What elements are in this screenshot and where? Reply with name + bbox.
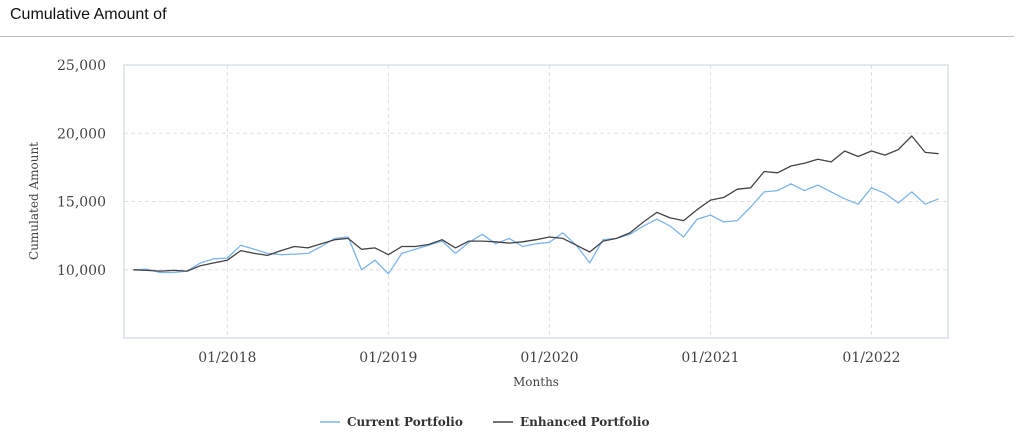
plot-area	[123, 64, 949, 339]
series-line-enhanced-portfolio	[133, 135, 939, 272]
grid	[124, 64, 948, 338]
legend-item-current-portfolio[interactable]: Current Portfolio	[320, 415, 463, 429]
y-tick-label: 25,000	[57, 58, 106, 74]
x-tick-label: 01/2018	[198, 350, 256, 366]
series-line-current-portfolio	[133, 183, 939, 275]
y-tick-label: 10,000	[57, 263, 106, 279]
x-tick-label: 01/2021	[681, 350, 739, 366]
x-tick-label: 01/2022	[842, 350, 900, 366]
y-axis-title: Cumulated Amount	[27, 142, 41, 260]
legend-label: Current Portfolio	[347, 415, 463, 429]
y-axis: 10,000 15,000 20,000 25,000	[57, 58, 106, 279]
x-tick-label: 01/2020	[520, 350, 578, 366]
chart-header: Cumulative Amount of	[0, 0, 1014, 37]
x-tick-label: 01/2019	[359, 350, 417, 366]
legend-label: Enhanced Portfolio	[520, 415, 649, 429]
x-axis: 01/2018 01/2019 01/2020 01/2021 01/2022	[198, 350, 900, 366]
y-tick-label: 15,000	[57, 195, 106, 211]
x-axis-title: Months	[513, 375, 559, 389]
legend: Current Portfolio Enhanced Portfolio	[320, 415, 649, 429]
y-tick-label: 20,000	[57, 126, 106, 142]
series	[133, 135, 939, 275]
legend-item-enhanced-portfolio[interactable]: Enhanced Portfolio	[493, 415, 649, 429]
chart-title: Cumulative Amount of	[10, 6, 167, 23]
